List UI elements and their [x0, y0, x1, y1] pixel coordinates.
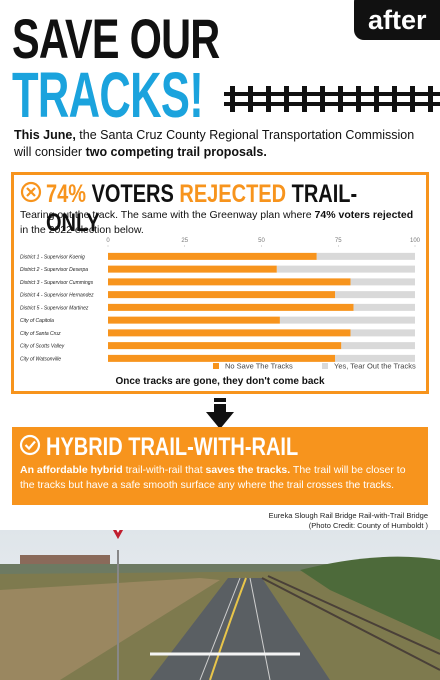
bar-segment	[108, 303, 354, 311]
text-run: the Santa Cruz County Regional Transport…	[14, 128, 418, 159]
bar-segment	[316, 252, 415, 260]
legend-swatch	[213, 363, 219, 369]
text-run: The trail will be closer to the tracks b…	[20, 464, 409, 491]
text-run: trail-with-rail that	[122, 464, 206, 476]
x-tick-label: 25	[181, 238, 188, 244]
bar-segment	[108, 342, 342, 350]
bar-segment	[335, 354, 415, 362]
category-label: City of Santa Cruz	[20, 331, 61, 337]
category-label: District 2 - Supervisor Deserpa	[20, 267, 88, 273]
x-tick-label: 100	[410, 238, 421, 244]
text-run: in the 2022 election below.	[20, 209, 417, 236]
bar-segment	[335, 291, 415, 299]
bar-segment	[108, 265, 277, 273]
x-tick-label: 75	[335, 238, 342, 244]
x-tick-label: 0	[106, 238, 110, 244]
category-label: City of Scotts Valley	[20, 344, 65, 350]
bar-segment	[108, 278, 351, 286]
category-label: District 5 - Supervisor Martinez	[20, 305, 89, 311]
bar-segment	[350, 278, 415, 286]
bar-segment	[108, 329, 351, 337]
category-label: City of Watsonville	[20, 356, 61, 362]
category-label: City of Capitola	[20, 318, 54, 324]
vote-chart: 0 25 50 75 100 District 1 - Supervisor Koenig…	[20, 238, 421, 371]
text-run: 74% voters rejected	[314, 209, 414, 221]
rejected-description: Tearing out the track. The same with the…	[20, 208, 420, 238]
category-label: District 1 - Supervisor Koenig	[20, 254, 85, 260]
text-run: two competing trail proposals.	[85, 145, 267, 159]
after-badge: after	[354, 0, 440, 40]
x-icon	[20, 181, 42, 203]
legend-swatch	[322, 363, 328, 369]
trail-photo	[0, 530, 440, 680]
bar-segment	[353, 303, 415, 311]
hybrid-panel	[12, 427, 428, 505]
legend-label: No Save The Tracks	[225, 362, 293, 371]
title-line: SAVE OUR	[12, 7, 220, 70]
rejected-headline: 74% VOTERS REJECTED TRAIL-ONLY	[46, 180, 361, 238]
text-run: Tearing out the track. The same with the…	[20, 209, 315, 221]
text-run: REJECTED	[179, 180, 287, 208]
photo-caption: (Photo Credit: County of Humboldt )	[308, 521, 428, 530]
text-run: TRAIL-ONLY	[46, 180, 358, 237]
intro-text: This June, the Santa Cruz County Regiona…	[14, 127, 426, 161]
hybrid-headline: HYBRID TRAIL-WITH-RAIL	[46, 433, 299, 461]
title-line: TRACKS!	[12, 59, 204, 131]
x-tick-label: 50	[258, 238, 265, 244]
bar-segment	[108, 291, 336, 299]
category-label: District 4 - Supervisor Hernandez	[20, 293, 94, 299]
text-run: VOTERS	[86, 180, 180, 208]
bar-segment	[108, 316, 280, 324]
track-icon	[224, 86, 440, 112]
rejected-panel	[11, 172, 429, 394]
bar-segment	[279, 316, 415, 324]
bar-segment	[341, 342, 415, 350]
hybrid-description: An affordable hybrid trail-with-rail tha…	[20, 463, 422, 493]
text-run: This June,	[14, 128, 76, 142]
check-icon	[19, 434, 41, 456]
chart-footer: Once tracks are gone, they don't come ba…	[115, 376, 325, 387]
bar-segment	[108, 354, 336, 362]
bar-segment	[350, 329, 415, 337]
bar-segment	[276, 265, 415, 273]
text-run: saves the tracks.	[205, 464, 291, 476]
text-run: 74%	[46, 180, 87, 208]
text-run: An affordable hybrid	[20, 464, 123, 476]
category-label: District 3 - Supervisor Cummings	[20, 280, 94, 286]
down-arrow	[206, 398, 234, 429]
photo-caption: Eureka Slough Rail Bridge Rail-with-Trai…	[268, 511, 428, 520]
bar-segment	[108, 252, 317, 260]
legend-label: Yes, Tear Out the Tracks	[334, 362, 416, 371]
